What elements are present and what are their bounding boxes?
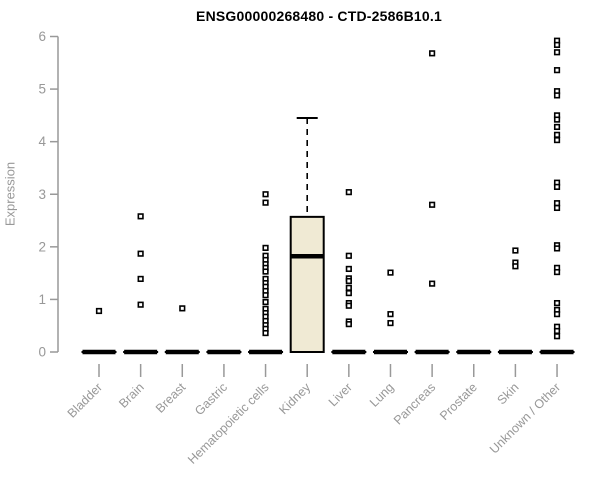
- y-axis-label: Expression: [2, 161, 18, 227]
- outlier-point: [553, 41, 561, 49]
- y-axis-tick-label: 5: [38, 82, 46, 97]
- outlier-point: [262, 199, 269, 206]
- x-axis-tick-label: Prostate: [437, 380, 480, 423]
- outlier-point: [137, 250, 144, 257]
- y-axis-tick-label: 1: [38, 292, 46, 307]
- outlier-point: [345, 302, 352, 309]
- outlier-point: [95, 307, 103, 315]
- outlier-point: [553, 299, 561, 307]
- x-axis-tick-label: Kidney: [276, 380, 313, 417]
- outlier-point: [345, 265, 352, 273]
- outlier-point: [345, 252, 352, 259]
- outlier-point: [553, 311, 561, 318]
- y-axis-tick-label: 3: [38, 187, 46, 202]
- outlier-point: [553, 200, 561, 207]
- outlier-point: [553, 245, 561, 252]
- outlier-point: [553, 123, 561, 131]
- outlier-point: [387, 319, 394, 327]
- outlier-point: [553, 268, 561, 276]
- outlier-point: [429, 280, 436, 287]
- outlier-point: [553, 92, 561, 99]
- x-axis-tick-label: Skin: [494, 380, 521, 407]
- outlier-point: [137, 213, 144, 220]
- x-axis-tick-label: Bladder: [65, 380, 105, 420]
- outlier-point: [262, 191, 269, 198]
- outlier-point: [137, 301, 144, 308]
- outlier-point: [512, 263, 519, 270]
- outlier-point: [179, 305, 186, 312]
- chart-title: ENSG00000268480 - CTD-2586B10.1: [196, 8, 442, 24]
- outlier-point: [262, 292, 269, 299]
- x-axis-tick-label: Lung: [367, 380, 397, 410]
- y-axis-tick-label: 6: [38, 29, 46, 44]
- y-axis-tick-label: 0: [38, 345, 46, 360]
- x-axis-tick-label: Breast: [153, 380, 189, 416]
- outlier-point: [429, 201, 436, 208]
- outlier-point: [345, 284, 352, 291]
- outlier-point: [553, 67, 561, 74]
- x-axis-tick-label: Liver: [326, 380, 355, 409]
- y-axis-tick-label: 2: [38, 239, 46, 254]
- outlier-point: [553, 136, 561, 144]
- outlier-point: [345, 277, 352, 285]
- outlier-point: [262, 268, 269, 275]
- outlier-point: [553, 183, 561, 190]
- x-axis-tick-label: Pancreas: [391, 380, 438, 427]
- outlier-point: [553, 204, 561, 212]
- outlier-point: [262, 329, 269, 337]
- outlier-point: [553, 131, 561, 138]
- x-axis-tick-label: Gastric: [192, 380, 230, 418]
- box: [289, 215, 325, 353]
- outlier-point: [553, 327, 561, 335]
- outlier-point: [345, 290, 352, 297]
- outlier-point: [553, 116, 561, 123]
- outlier-point: [553, 333, 561, 340]
- x-axis-tick-label: Unknown / Other: [487, 380, 563, 456]
- y-axis-tick-label: 4: [38, 134, 46, 149]
- outlier-point: [429, 50, 436, 57]
- outlier-point: [137, 275, 144, 283]
- outlier-point: [345, 321, 352, 328]
- x-axis-tick-label: Hematopoietic cells: [185, 380, 272, 467]
- outlier-point: [553, 49, 561, 56]
- outlier-point: [387, 311, 394, 318]
- outlier-point: [387, 269, 394, 276]
- outlier-point: [262, 244, 269, 251]
- x-axis-tick-label: Brain: [116, 380, 147, 411]
- outlier-point: [345, 189, 352, 196]
- outlier-point: [262, 298, 269, 306]
- outlier-point: [512, 247, 519, 254]
